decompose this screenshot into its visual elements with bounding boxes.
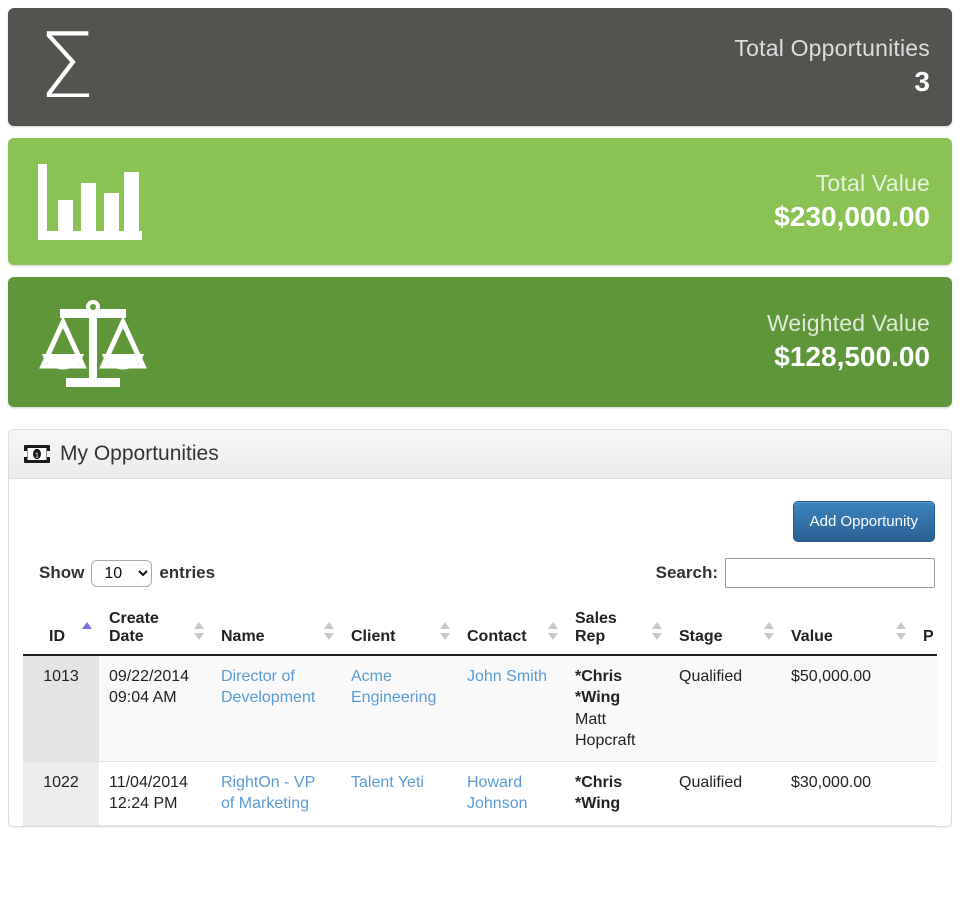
add-opportunity-button[interactable]: Add Opportunity [792,501,935,542]
client-link[interactable]: Acme Engineering [351,668,437,707]
cell-value: $50,000.00 [781,655,913,763]
column-header-client[interactable]: Client [341,602,457,656]
opportunity-name-link[interactable]: RightOn - VP of Marketing [221,774,315,813]
contact-link[interactable]: John Smith [467,668,548,685]
sales-rep-secondary: Matt [575,710,607,728]
cell-client: Talent Yeti [341,761,457,826]
cell-id: 1022 [23,761,99,826]
cell-contact: John Smith [457,655,565,763]
cell-sales-rep: *Chris *Wing Matt Hopcraft [565,655,669,763]
scales-icon [38,294,148,390]
kpi-total-value[interactable]: Total Value $230,000.00 [8,138,952,265]
cell-contact: Howard Johnson [457,761,565,826]
page-length-control: Show 10 25 50 100 entries [39,559,216,587]
page-length-select[interactable]: 10 25 50 100 [91,559,153,587]
column-header-contact[interactable]: Contact [457,602,565,656]
sort-icon [764,622,775,640]
column-header-name[interactable]: Name [211,602,341,656]
datatable-controls: Show 10 25 50 100 entries Search: [23,554,937,602]
sigma-icon: Σ [38,14,95,119]
search-control: Search: [656,558,935,588]
cell-name: Director of Development [211,655,341,763]
sales-rep-primary: *Wing [575,795,621,813]
sales-rep-primary: *Chris [575,668,623,685]
time-line: 12:24 PM [109,795,178,813]
kpi-total-opportunities[interactable]: Σ Total Opportunities 3 [8,8,952,126]
sort-icon [440,622,451,640]
entries-label: entries [159,563,216,582]
column-header-probability[interactable]: P [913,602,937,656]
kpi-label: Weighted Value [766,310,930,337]
date-line: 09/22/2014 [109,668,190,685]
panel-header: 1 My Opportunities [9,430,951,479]
panel-title: My Opportunities [60,442,219,465]
client-link[interactable]: Talent Yeti [351,774,424,792]
time-line: 09:04 AM [109,689,177,707]
cell-sales-rep: *Chris *Wing [565,761,669,826]
contact-link[interactable]: Howard Johnson [467,774,528,813]
svg-text:1: 1 [35,450,39,459]
column-header-create-date[interactable]: Create Date [99,602,211,656]
cell-stage: Qualified [669,655,781,763]
cell-create-date: 09/22/2014 09:04 AM [99,655,211,763]
column-header-stage[interactable]: Stage [669,602,781,656]
kpi-value: $230,000.00 [774,200,930,232]
table-row[interactable]: 1022 11/04/2014 12:24 PM RightOn - VP of… [23,761,937,826]
sort-icon [324,622,335,640]
search-label: Search: [655,563,718,582]
column-header-sales-rep[interactable]: Sales Rep [565,602,669,656]
cell-probability [913,761,937,826]
opportunities-table: ID Create Date Name [23,602,937,826]
date-line: 11/04/2014 [109,774,188,792]
bar-chart-icon [38,163,142,240]
cell-value: $30,000.00 [781,761,913,826]
show-label: Show [39,563,85,582]
sort-icon [896,622,907,640]
kpi-label: Total Value [815,169,930,196]
sales-rep-secondary: Hopcraft [575,731,636,749]
kpi-value: 3 [914,66,930,98]
sort-icon [194,622,205,640]
kpi-weighted-value[interactable]: Weighted Value $128,500.00 [8,277,952,407]
panel-body: Add Opportunity Show 10 25 50 100 entrie… [9,479,951,826]
table-header-row: ID Create Date Name [23,602,937,656]
kpi-label: Total Opportunities [734,35,930,62]
cell-name: RightOn - VP of Marketing [211,761,341,826]
cell-probability [913,655,937,763]
cell-client: Acme Engineering [341,655,457,763]
sort-asc-icon [82,622,93,640]
sort-icon [548,622,559,640]
cell-create-date: 11/04/2014 12:24 PM [99,761,211,826]
kpi-value: $128,500.00 [774,341,930,373]
cell-id: 1013 [23,655,99,763]
table-row[interactable]: 1013 09/22/2014 09:04 AM Director of Dev… [23,655,937,763]
sort-icon [652,622,663,640]
sales-rep-primary: *Chris [575,774,623,792]
opportunities-panel: 1 My Opportunities Add Opportunity Show … [8,429,952,827]
cell-stage: Qualified [669,761,781,826]
column-header-value[interactable]: Value [781,602,913,656]
column-header-id[interactable]: ID [23,602,99,656]
opportunity-name-link[interactable]: Director of Development [221,668,316,707]
sales-rep-primary: *Wing [575,689,621,707]
table-scroll-area[interactable]: ID Create Date Name [23,602,937,826]
search-input[interactable] [725,558,935,588]
banknote-icon: 1 [24,445,50,463]
